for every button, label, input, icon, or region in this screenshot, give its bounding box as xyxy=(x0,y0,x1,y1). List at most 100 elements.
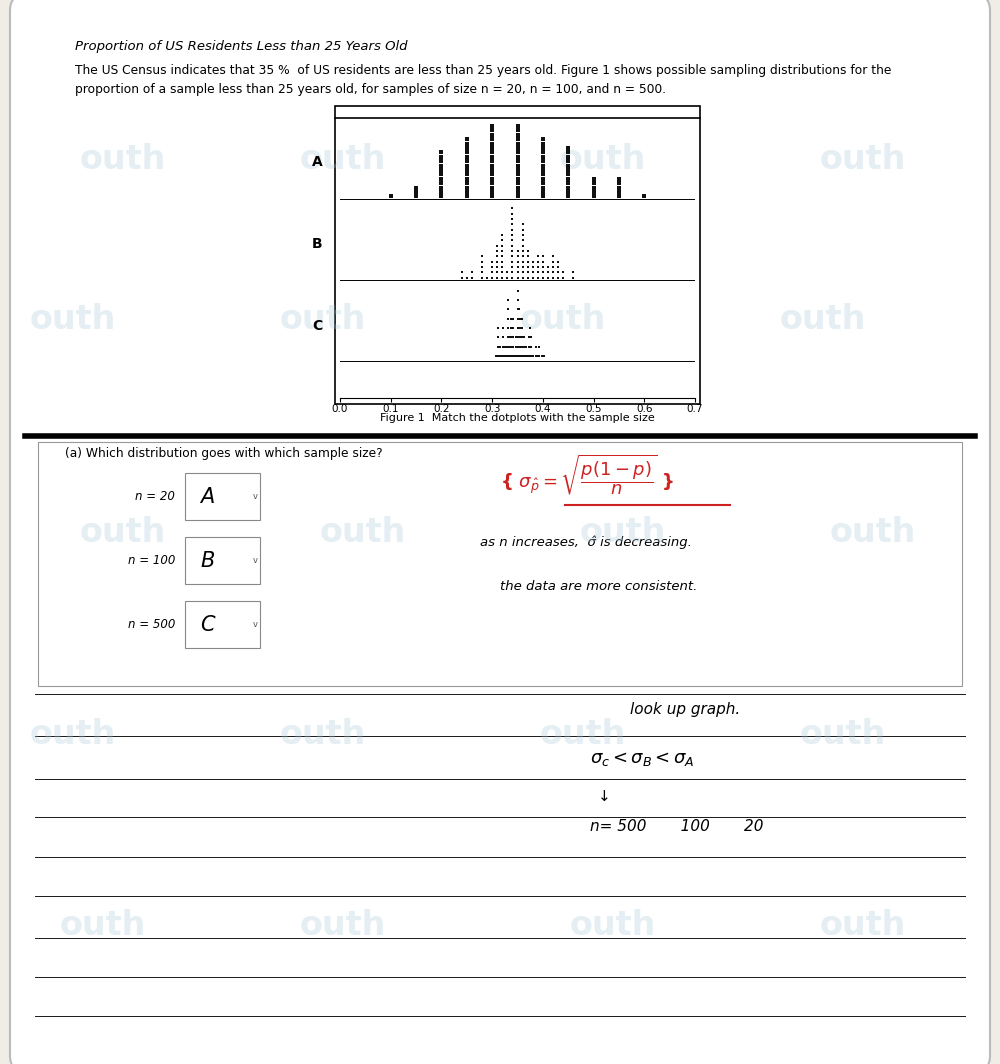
Point xyxy=(464,269,480,286)
Point xyxy=(530,264,546,281)
Point xyxy=(555,269,571,286)
Point xyxy=(459,152,475,169)
Text: outh: outh xyxy=(820,909,906,943)
Point xyxy=(489,269,505,286)
Point xyxy=(509,144,526,161)
Text: outh: outh xyxy=(570,909,656,943)
Point xyxy=(484,127,500,144)
Text: outh: outh xyxy=(800,717,886,751)
Point xyxy=(520,243,536,260)
Point xyxy=(494,227,510,244)
Point xyxy=(534,348,550,365)
Point xyxy=(522,329,538,346)
Point xyxy=(504,205,520,222)
Text: outh: outh xyxy=(280,302,366,336)
Text: B: B xyxy=(312,237,323,251)
Point xyxy=(500,329,516,346)
Point xyxy=(560,162,576,179)
Point xyxy=(383,188,399,205)
Point xyxy=(530,259,546,276)
Text: proportion of a sample less than 25 years old, for samples of size n = 20, n = 1: proportion of a sample less than 25 year… xyxy=(75,83,666,96)
Point xyxy=(492,348,508,365)
Point xyxy=(509,319,526,336)
Point xyxy=(535,157,551,174)
Point xyxy=(484,264,500,281)
Point xyxy=(454,269,470,286)
Point xyxy=(611,183,627,200)
Point xyxy=(516,348,532,365)
Text: C: C xyxy=(312,319,322,333)
Point xyxy=(484,183,500,200)
Point xyxy=(518,338,534,355)
Point xyxy=(515,232,531,249)
Text: outh: outh xyxy=(60,909,146,943)
Point xyxy=(535,188,551,205)
Point xyxy=(489,248,505,265)
Point xyxy=(474,264,490,281)
Point xyxy=(504,227,520,244)
Point xyxy=(535,259,551,276)
Point xyxy=(499,269,515,286)
Point xyxy=(500,292,516,309)
Point xyxy=(509,248,526,265)
Point xyxy=(494,253,510,270)
Point xyxy=(565,269,581,286)
Point xyxy=(515,264,531,281)
Text: (a) Which distribution goes with which sample size?: (a) Which distribution goes with which s… xyxy=(65,447,383,460)
Point xyxy=(516,338,532,355)
Point xyxy=(523,329,539,346)
Point xyxy=(529,348,545,365)
Point xyxy=(459,174,475,192)
Point xyxy=(535,135,551,152)
Point xyxy=(433,174,449,192)
Point xyxy=(611,188,627,205)
Point xyxy=(492,338,508,355)
Point xyxy=(509,329,526,346)
Point xyxy=(515,227,531,244)
Point xyxy=(459,188,475,205)
Text: v: v xyxy=(252,493,258,501)
Point xyxy=(433,152,449,169)
Point xyxy=(511,329,527,346)
Point xyxy=(511,311,527,328)
Point xyxy=(509,162,526,179)
Point xyxy=(459,148,475,165)
Text: $\downarrow$: $\downarrow$ xyxy=(595,789,610,804)
Point xyxy=(484,174,500,192)
Point xyxy=(540,269,556,286)
Point xyxy=(484,253,500,270)
Point xyxy=(521,348,537,365)
Point xyxy=(484,122,500,139)
Text: Figure 1  Match the dotplots with the sample size: Figure 1 Match the dotplots with the sam… xyxy=(380,413,655,422)
Point xyxy=(505,329,521,346)
Text: outh: outh xyxy=(80,143,166,177)
Point xyxy=(586,183,602,200)
Point xyxy=(509,174,526,192)
Point xyxy=(509,301,526,318)
Point xyxy=(484,117,500,134)
Point xyxy=(459,139,475,156)
Point xyxy=(536,348,552,365)
Point xyxy=(504,237,520,254)
Point xyxy=(494,248,510,265)
Point xyxy=(504,269,520,286)
Text: outh: outh xyxy=(780,302,866,336)
Point xyxy=(545,253,561,270)
Point xyxy=(503,348,519,365)
Point xyxy=(560,166,576,183)
Point xyxy=(484,166,500,183)
Point xyxy=(504,338,520,355)
Point xyxy=(484,139,500,156)
Point xyxy=(519,348,535,365)
Point xyxy=(504,348,520,365)
Point xyxy=(474,259,490,276)
Point xyxy=(515,253,531,270)
Point xyxy=(509,259,526,276)
Text: outh: outh xyxy=(300,909,386,943)
Point xyxy=(512,329,528,346)
Text: outh: outh xyxy=(30,302,116,336)
Point xyxy=(506,348,522,365)
Point xyxy=(586,179,602,196)
Point xyxy=(535,170,551,187)
Point xyxy=(484,157,500,174)
